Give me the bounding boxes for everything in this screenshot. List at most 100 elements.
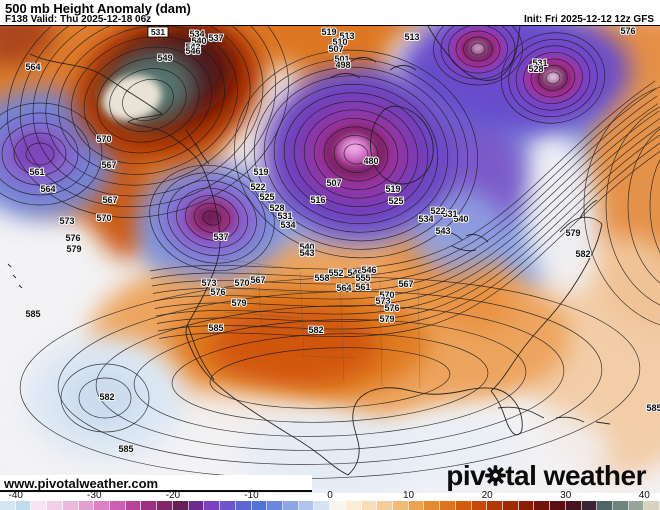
map-header: 500 mb Height Anomaly (dam) F138 Valid: … bbox=[0, 0, 660, 25]
svg-text:576: 576 bbox=[210, 287, 225, 297]
svg-text:528: 528 bbox=[528, 64, 543, 74]
svg-text:513: 513 bbox=[339, 31, 354, 41]
svg-text:570: 570 bbox=[96, 134, 111, 144]
watermark-text: www.pivotalweather.com bbox=[4, 476, 159, 491]
svg-text:531: 531 bbox=[151, 27, 165, 37]
colorbar-segment bbox=[503, 501, 519, 510]
svg-text:576: 576 bbox=[620, 26, 635, 36]
colorbar-tick: 0 bbox=[327, 490, 333, 501]
svg-text:549: 549 bbox=[347, 268, 362, 278]
svg-text:528: 528 bbox=[269, 203, 284, 213]
svg-text:585: 585 bbox=[25, 309, 40, 319]
svg-text:525: 525 bbox=[388, 196, 403, 206]
colorbar bbox=[0, 501, 660, 510]
svg-text:537: 537 bbox=[208, 33, 223, 43]
colorbar-segment bbox=[534, 501, 551, 510]
gear-icon bbox=[485, 461, 507, 493]
colorbar-segment bbox=[644, 501, 660, 510]
height-contours-layer bbox=[0, 26, 660, 479]
svg-text:582: 582 bbox=[575, 249, 590, 259]
colorbar-segment bbox=[377, 501, 393, 510]
colorbar-tick: -20 bbox=[165, 490, 181, 501]
svg-text:516: 516 bbox=[310, 195, 325, 205]
colorbar-segment bbox=[15, 501, 32, 510]
colorbar-segment bbox=[628, 501, 645, 510]
svg-text:507: 507 bbox=[328, 44, 343, 54]
svg-text:534: 534 bbox=[189, 29, 204, 39]
svg-text:543: 543 bbox=[185, 42, 200, 52]
svg-text:570: 570 bbox=[96, 213, 111, 223]
svg-text:507: 507 bbox=[326, 178, 341, 188]
svg-text:501: 501 bbox=[334, 54, 349, 64]
svg-text:552: 552 bbox=[328, 268, 343, 278]
svg-text:570: 570 bbox=[379, 290, 394, 300]
colorbar-segment bbox=[251, 501, 268, 510]
svg-text:513: 513 bbox=[404, 32, 419, 42]
colorbar-segment bbox=[204, 501, 221, 510]
colorbar-segment bbox=[345, 501, 362, 510]
svg-text:525: 525 bbox=[259, 192, 274, 202]
colorbar-segment bbox=[110, 501, 126, 510]
pivotal-weather-logo: piv tal weather bbox=[446, 458, 646, 493]
colorbar-segment bbox=[31, 501, 48, 510]
svg-text:585: 585 bbox=[118, 444, 133, 454]
logo-text-left: piv bbox=[446, 459, 486, 491]
svg-text:585: 585 bbox=[208, 323, 223, 333]
svg-text:585: 585 bbox=[646, 403, 660, 413]
svg-text:582: 582 bbox=[99, 392, 114, 402]
colorbar-segment bbox=[47, 501, 63, 510]
init-time-label: Init: Fri 2025-12-12 12z GFS bbox=[523, 14, 654, 25]
svg-text:543: 543 bbox=[435, 226, 450, 236]
svg-text:540: 540 bbox=[191, 36, 206, 46]
svg-text:567: 567 bbox=[398, 279, 413, 289]
svg-text:576: 576 bbox=[384, 303, 399, 313]
svg-text:567: 567 bbox=[250, 275, 265, 285]
svg-text:519: 519 bbox=[321, 27, 336, 37]
colorbar-tick: 10 bbox=[403, 490, 415, 501]
colorbar-segment bbox=[220, 501, 236, 510]
colorbar-tick: 40 bbox=[638, 490, 650, 501]
coastlines-layer bbox=[7, 26, 611, 476]
colorbar-segment bbox=[455, 501, 472, 510]
svg-text:564: 564 bbox=[336, 283, 351, 293]
logo-text-right: tal weather bbox=[505, 459, 646, 491]
colorbar-segment bbox=[550, 501, 566, 510]
svg-text:573: 573 bbox=[201, 278, 216, 288]
svg-text:546: 546 bbox=[361, 265, 376, 275]
svg-text:579: 579 bbox=[565, 228, 580, 238]
svg-text:564: 564 bbox=[25, 62, 40, 72]
svg-text:567: 567 bbox=[102, 195, 117, 205]
colorbar-segment bbox=[282, 501, 299, 510]
colorbar-segment bbox=[235, 501, 252, 510]
page-title: 500 mb Height Anomaly (dam) bbox=[5, 1, 191, 16]
svg-text:546: 546 bbox=[185, 46, 200, 56]
colorbar-segment bbox=[471, 501, 488, 510]
svg-text:579: 579 bbox=[66, 244, 81, 254]
colorbar-segment bbox=[172, 501, 189, 510]
colorbar-segment bbox=[565, 501, 582, 510]
svg-text:498: 498 bbox=[335, 60, 350, 70]
colorbar-segment bbox=[0, 501, 16, 510]
valid-time-label: F138 Valid: Thu 2025-12-18 06z bbox=[5, 14, 152, 25]
gradient-contours-layer bbox=[149, 80, 660, 339]
anomaly-map: 564 561 564 570 567 567 570 573 576 579 549 534 537 5… bbox=[0, 25, 660, 493]
svg-text:540: 540 bbox=[299, 242, 314, 252]
colorbar-segment bbox=[188, 501, 205, 510]
colorbar-segment bbox=[440, 501, 456, 510]
colorbar-segment bbox=[314, 501, 331, 510]
svg-text:480: 480 bbox=[363, 156, 378, 166]
colorbar-tick: -10 bbox=[244, 490, 259, 501]
svg-text:573: 573 bbox=[59, 216, 74, 226]
colorbar-segment bbox=[94, 501, 111, 510]
svg-text:576: 576 bbox=[65, 233, 80, 243]
svg-text:573: 573 bbox=[375, 296, 390, 306]
svg-text:540: 540 bbox=[453, 214, 468, 224]
colorbar-tick-labels: -40 -30 -20 -10 0 10 20 30 40 bbox=[0, 491, 660, 501]
colorbar-tick: 30 bbox=[560, 490, 572, 501]
svg-text:531: 531 bbox=[532, 58, 547, 68]
colorbar-segment bbox=[392, 501, 409, 510]
colorbar-segment bbox=[298, 501, 315, 510]
svg-text:519: 519 bbox=[253, 167, 268, 177]
